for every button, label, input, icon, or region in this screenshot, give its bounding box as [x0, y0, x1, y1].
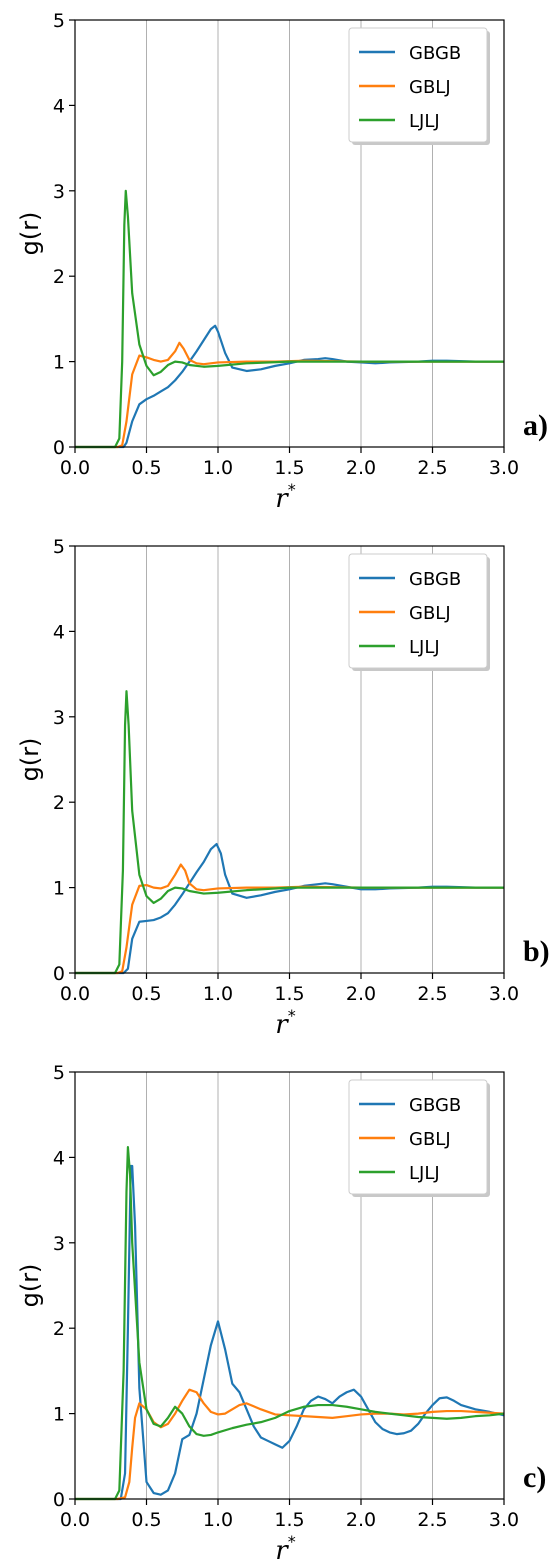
- y-tick-label: 4: [53, 1147, 65, 1169]
- y-tick-label: 5: [53, 10, 65, 32]
- panel-1: 0.0 0.5 1.0 1.5 2.0 2.5 3.0 0 1 2 3 4 5 g(r) r* GBGB GBL…: [16, 10, 548, 514]
- x-tick-label: 2.5: [417, 1509, 447, 1531]
- legend-label-ljlj: LJLJ: [409, 1163, 440, 1184]
- y-tick-label: 1: [53, 878, 65, 900]
- legend-label-gbgb: GBGB: [409, 1095, 461, 1116]
- panel-2: 0.0 0.5 1.0 1.5 2.0 2.5 3.0 0 1 2 3 4 5 g(r) r* GBGB GBL…: [16, 536, 550, 1040]
- y-tick-label: 1: [53, 352, 65, 374]
- x-tick-label: 1.0: [203, 457, 233, 479]
- x-tick-label: 1.0: [203, 1509, 233, 1531]
- series-line-gbgb: [75, 842, 504, 975]
- series-line-ljlj: [75, 690, 504, 975]
- legend-label-gblj: GBLJ: [409, 77, 451, 98]
- x-tick-label: 2.0: [346, 983, 376, 1005]
- x-tick-label: 0.5: [131, 1509, 161, 1531]
- x-tick-label: 2.5: [417, 457, 447, 479]
- legend-label-gbgb: GBGB: [409, 43, 461, 64]
- y-tick-label: 1: [53, 1404, 65, 1426]
- x-tick-label: 1.0: [203, 983, 233, 1005]
- x-tick-label: 3.0: [489, 457, 519, 479]
- legend-label-gbgb: GBGB: [409, 569, 461, 590]
- x-tick-label: 2.5: [417, 983, 447, 1005]
- legend-label-ljlj: LJLJ: [409, 637, 440, 658]
- y-tick-label: 3: [53, 1233, 65, 1255]
- series-line-gbgb: [75, 1164, 505, 1501]
- y-tick-label: 0: [53, 963, 65, 985]
- x-axis-label: r*: [275, 480, 295, 514]
- series-line-gblj: [75, 1388, 505, 1501]
- y-tick-label: 5: [53, 536, 65, 558]
- y-axis-label: g(r): [16, 1264, 44, 1308]
- x-tick-label: 1.5: [274, 457, 304, 479]
- legend-label-ljlj: LJLJ: [409, 111, 440, 132]
- legend-box: [348, 27, 488, 143]
- y-tick-label: 4: [53, 621, 65, 643]
- panel-label: b): [523, 935, 550, 968]
- x-tick-label: 0.0: [60, 1509, 90, 1531]
- y-tick-label: 3: [53, 181, 65, 203]
- y-tick-label: 3: [53, 707, 65, 729]
- series-line-gbgb: [75, 324, 504, 449]
- x-axis-label: r*: [275, 1006, 295, 1040]
- y-tick-label: 2: [53, 1318, 65, 1340]
- x-tick-label: 2.0: [346, 1509, 376, 1531]
- y-tick-label: 0: [53, 1489, 65, 1511]
- legend-box: [348, 1079, 488, 1195]
- x-tick-label: 1.5: [274, 1509, 304, 1531]
- panel-3: 0.0 0.5 1.0 1.5 2.0 2.5 3.0 0 1 2 3 4 5 g(r) r* GBGB GBL…: [16, 1062, 546, 1560]
- legend-label-gblj: GBLJ: [409, 603, 451, 624]
- x-tick-label: 2.0: [346, 457, 376, 479]
- panel-label: c): [523, 1461, 546, 1494]
- x-axis-label: r*: [275, 1532, 295, 1560]
- y-tick-label: 5: [53, 1062, 65, 1084]
- legend-label-gblj: GBLJ: [409, 1129, 451, 1150]
- series-line-ljlj: [75, 189, 504, 449]
- y-tick-label: 2: [53, 792, 65, 814]
- series-line-ljlj: [75, 1146, 505, 1501]
- legend-box: [348, 553, 488, 669]
- y-axis-label: g(r): [16, 212, 44, 256]
- y-tick-label: 0: [53, 437, 65, 459]
- y-tick-label: 4: [53, 95, 65, 117]
- x-tick-label: 0.5: [131, 983, 161, 1005]
- x-tick-label: 0.0: [60, 983, 90, 1005]
- y-axis-label: g(r): [16, 738, 44, 782]
- x-tick-label: 0.0: [60, 457, 90, 479]
- panel-label: a): [523, 409, 548, 442]
- x-tick-label: 3.0: [489, 1509, 519, 1531]
- x-tick-label: 3.0: [489, 983, 519, 1005]
- x-tick-label: 0.5: [131, 457, 161, 479]
- y-tick-label: 2: [53, 266, 65, 288]
- x-tick-label: 1.5: [274, 983, 304, 1005]
